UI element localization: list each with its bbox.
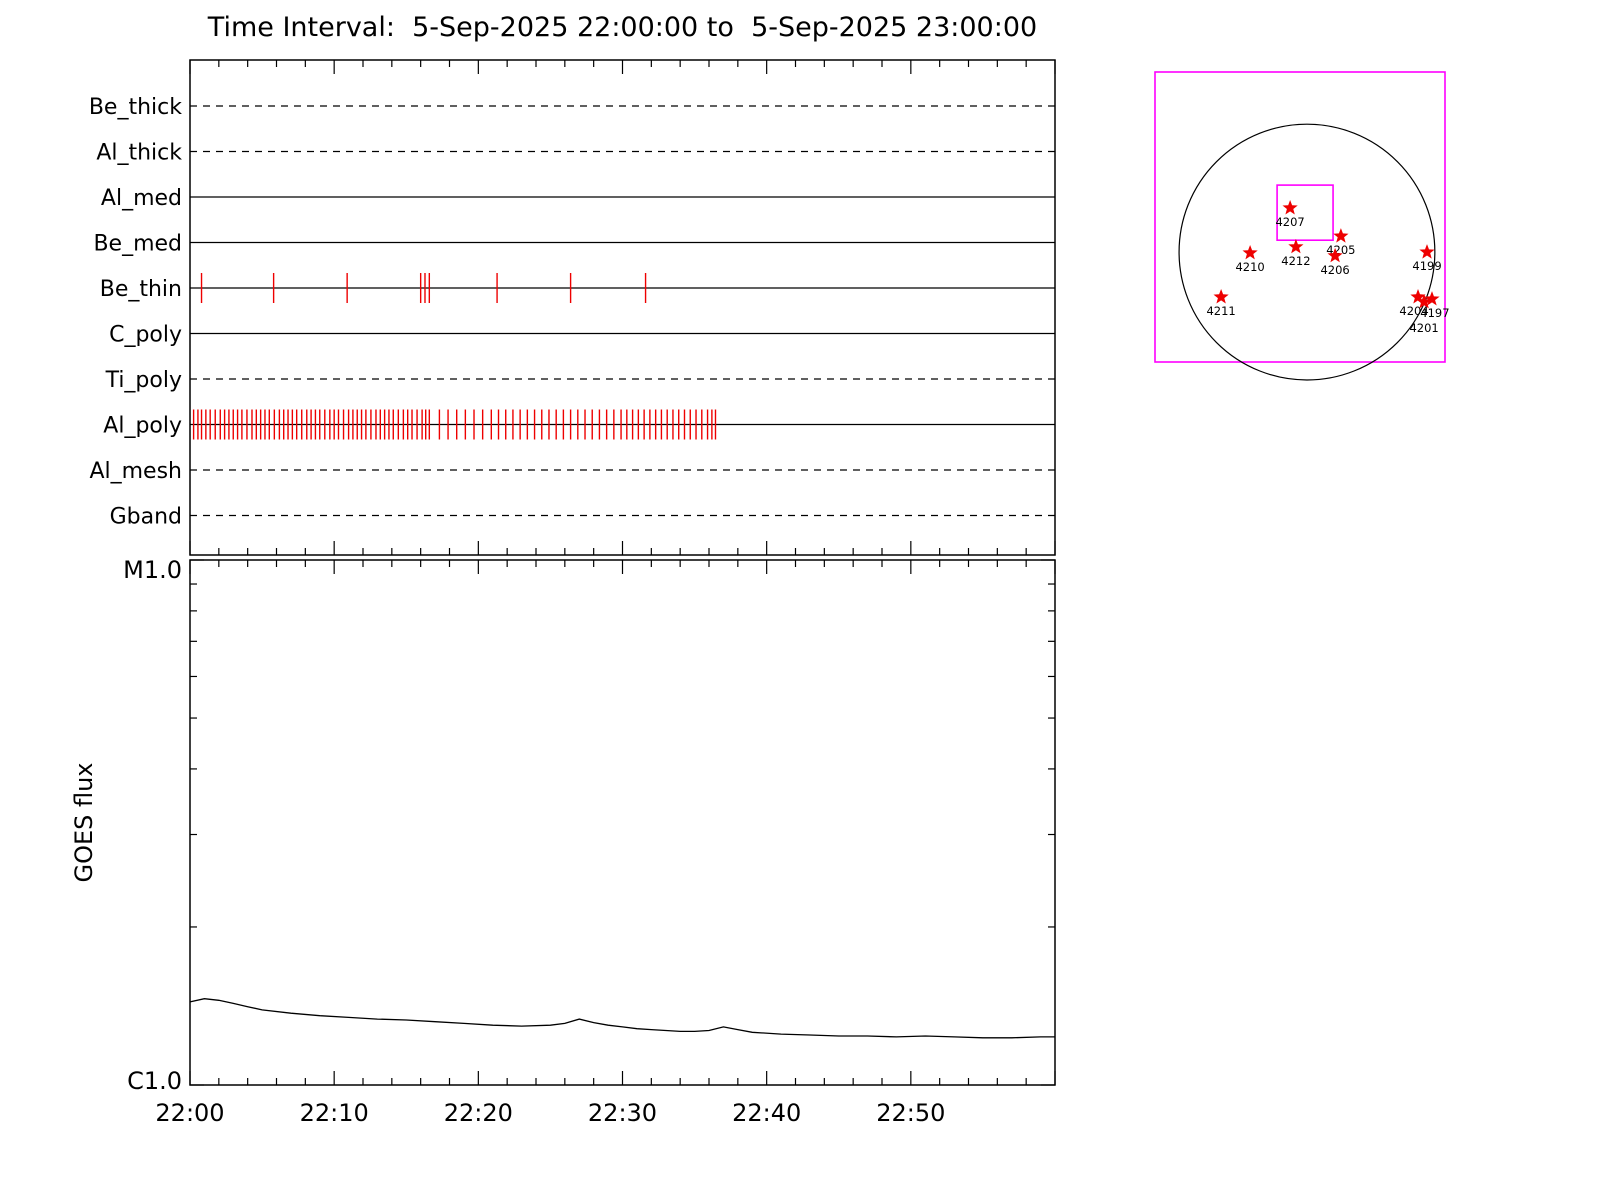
pointing-frame bbox=[1154, 71, 1446, 363]
active-region-4207: 4207 bbox=[1275, 200, 1305, 229]
fov-box bbox=[1276, 184, 1334, 242]
region-star-icon bbox=[1424, 291, 1440, 306]
timeline-axis-ticks bbox=[189, 60, 1056, 555]
region-label: 4199 bbox=[1412, 259, 1441, 273]
plot-title: Time Interval: 5-Sep-2025 22:00:00 to 5-… bbox=[207, 12, 1038, 43]
timeline-frame bbox=[189, 59, 1056, 556]
region-star-icon bbox=[1213, 289, 1229, 304]
filter-row-al_mesh: Al_mesh bbox=[89, 459, 1055, 484]
region-label: 4197 bbox=[1420, 306, 1449, 320]
filter-row-label: Be_thick bbox=[89, 95, 182, 120]
x-tick-label: 22:00 bbox=[155, 1099, 224, 1127]
filter-row-al_thick: Al_thick bbox=[96, 141, 1055, 166]
active-region-4211: 4211 bbox=[1206, 289, 1236, 318]
filter-row-label: Be_med bbox=[93, 232, 182, 257]
x-tick-label: 22:30 bbox=[588, 1099, 657, 1127]
filter-row-label: Al_thick bbox=[96, 141, 182, 166]
filter-row-label: Be_thin bbox=[100, 277, 182, 302]
region-star-icon bbox=[1333, 228, 1349, 243]
filter-row-al_med: Al_med bbox=[101, 186, 1055, 211]
filter-row-be_med: Be_med bbox=[93, 232, 1055, 257]
y-axis-title: GOES flux bbox=[70, 762, 98, 882]
region-label: 4210 bbox=[1235, 260, 1264, 274]
filter-row-be_thin: Be_thin bbox=[100, 273, 1055, 303]
filter-row-label: Ti_poly bbox=[105, 368, 182, 393]
filter-row-be_thick: Be_thick bbox=[89, 95, 1055, 120]
region-star-icon bbox=[1327, 247, 1343, 263]
region-label: 4204 bbox=[1399, 304, 1428, 318]
region-star-icon bbox=[1288, 238, 1304, 254]
region-label: 4206 bbox=[1320, 263, 1349, 277]
filter-row-label: Al_mesh bbox=[89, 459, 182, 484]
region-label: 4211 bbox=[1206, 304, 1235, 318]
active-region-4206: 4206 bbox=[1320, 247, 1350, 277]
region-star-icon bbox=[1419, 244, 1435, 259]
filter-row-gband: Gband bbox=[110, 505, 1055, 530]
filter-row-label: Al_med bbox=[101, 186, 182, 211]
active-region-4199: 4199 bbox=[1412, 244, 1442, 273]
goes-flux-curve bbox=[189, 998, 1055, 1039]
x-tick-label: 22:10 bbox=[300, 1099, 369, 1127]
active-region-4201: 4201 bbox=[1409, 294, 1439, 335]
x-tick-label: 22:50 bbox=[876, 1099, 945, 1127]
region-star-icon bbox=[1410, 289, 1426, 304]
goes-frame bbox=[189, 559, 1056, 1086]
goes-y-axis-ticks bbox=[190, 559, 1055, 1086]
filter-row-label: Gband bbox=[110, 505, 182, 530]
region-star-icon bbox=[1242, 245, 1258, 260]
filter-row-label: Al_poly bbox=[103, 414, 182, 439]
region-star-icon bbox=[1282, 200, 1298, 215]
region-label: 4207 bbox=[1275, 215, 1304, 229]
region-label: 4212 bbox=[1281, 254, 1310, 268]
y-min-label: C1.0 bbox=[127, 1067, 182, 1095]
region-label: 4201 bbox=[1409, 321, 1438, 335]
filter-row-al_poly: Al_poly bbox=[103, 409, 1055, 440]
active-region-4197: 4197 bbox=[1420, 291, 1450, 320]
active-region-4212: 4212 bbox=[1281, 238, 1311, 268]
active-region-4210: 4210 bbox=[1235, 245, 1265, 274]
solar-limb-circle bbox=[1178, 123, 1436, 381]
filter-row-label: C_poly bbox=[109, 323, 182, 348]
active-region-4204: 4204 bbox=[1399, 289, 1429, 318]
y-max-label: M1.0 bbox=[123, 556, 182, 584]
goes-x-axis-ticks bbox=[189, 560, 1056, 1085]
active-region-4205: 4205 bbox=[1326, 228, 1356, 257]
filter-row-ti_poly: Ti_poly bbox=[105, 368, 1055, 393]
x-tick-label: 22:20 bbox=[444, 1099, 513, 1127]
x-tick-label: 22:40 bbox=[732, 1099, 801, 1127]
filter-timeline-panel: Be_thick Al_thick Al_med Be_med Be_thin C_pol… bbox=[89, 59, 1056, 556]
region-star-icon bbox=[1416, 294, 1432, 309]
filter-row-c_poly: C_poly bbox=[109, 323, 1055, 348]
goes-flux-panel: 22:00 22:10 22:20 22:30 22:40 22:50 M1.0 C1.0 GO… bbox=[70, 556, 1056, 1127]
